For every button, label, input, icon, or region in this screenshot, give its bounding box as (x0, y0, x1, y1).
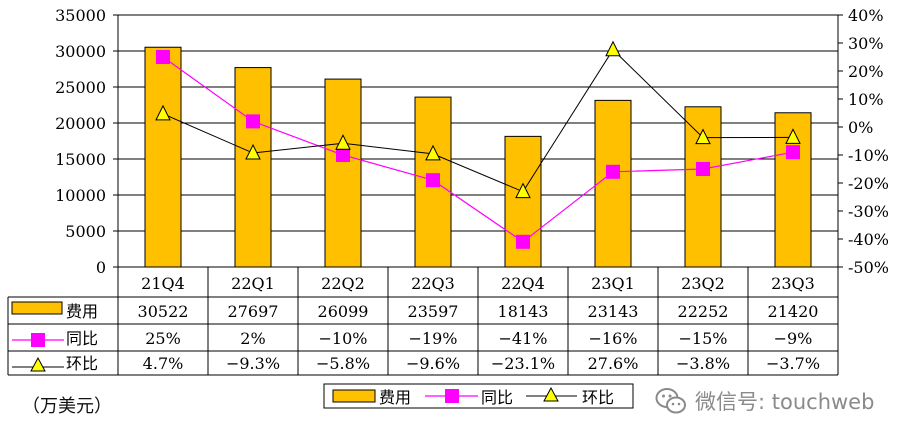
y2-tick-label: -20% (848, 174, 889, 193)
x-tick-label: 22Q1 (231, 274, 275, 293)
data-label: −3.7% (766, 354, 820, 373)
data-label: 4.7% (143, 354, 184, 373)
qoq-point (335, 134, 351, 150)
data-label: 27.6% (588, 354, 639, 373)
table-key-marker (30, 356, 46, 372)
data-label: 27697 (228, 302, 279, 321)
y2-tick-label: -30% (848, 202, 889, 221)
x-tick-label: 22Q3 (411, 274, 455, 293)
qoq-point (425, 144, 441, 161)
qoq-point (605, 40, 621, 57)
qoq-point (695, 128, 711, 145)
legend-label: 费用 (379, 388, 411, 407)
y-tick-label: 5000 (65, 222, 106, 241)
y-tick-label: 25000 (55, 78, 106, 97)
yoy-point (156, 50, 170, 64)
yoy-point (246, 114, 260, 129)
yoy-point (426, 173, 440, 188)
watermark-text: 微信号: touchweb (695, 390, 875, 414)
yoy-line (162, 56, 794, 243)
legend-label: 环比 (582, 388, 614, 407)
table-row-label: 费用 (66, 302, 98, 321)
y-tick-label: 15000 (55, 150, 106, 169)
y-tick-label: 10000 (55, 186, 106, 205)
y2-tick-label: 10% (848, 90, 884, 109)
bar (234, 67, 272, 268)
qoq-point (245, 143, 261, 160)
unit-label: （万美元） (22, 396, 112, 417)
data-label: −3.8% (676, 354, 730, 373)
y-tick-label: 20000 (55, 114, 106, 133)
data-label: −23.1% (491, 354, 555, 373)
table-key-marker (31, 333, 45, 347)
data-label: −41% (499, 329, 548, 348)
data-label: −10% (319, 329, 368, 348)
legend-key-marker (445, 389, 459, 403)
data-label: −9% (774, 329, 813, 348)
y-tick-label: 35000 (55, 6, 106, 25)
x-tick-label: 22Q4 (501, 274, 545, 293)
y-tick-label: 30000 (55, 42, 106, 61)
legend-label: 同比 (481, 388, 513, 407)
yoy-point (696, 162, 710, 176)
y2-tick-label: -50% (848, 258, 889, 277)
bar (144, 46, 182, 268)
bar (324, 78, 362, 268)
data-label: 21420 (768, 302, 819, 321)
y-tick-label: 0 (96, 258, 106, 277)
data-label: 22252 (678, 302, 729, 321)
data-label: 23143 (588, 302, 639, 321)
qoq-line (162, 48, 794, 193)
table-row-label: 环比 (66, 354, 98, 373)
y2-tick-label: 0% (848, 118, 873, 137)
data-label: −16% (589, 329, 638, 348)
legend-key-bar (332, 389, 376, 403)
legend-key-marker (543, 386, 559, 402)
x-tick-label: 23Q3 (771, 274, 815, 293)
table-row-label: 同比 (66, 329, 98, 348)
x-tick-label: 22Q2 (321, 274, 365, 293)
data-label: 26099 (318, 302, 369, 321)
qoq-point (155, 104, 171, 121)
y2-tick-label: 20% (848, 62, 884, 81)
data-label: −19% (409, 329, 458, 348)
yoy-point (606, 164, 620, 179)
y2-tick-label: 40% (848, 6, 884, 25)
data-label: 25% (145, 329, 181, 348)
data-label: −9.6% (406, 354, 460, 373)
x-tick-label: 23Q2 (681, 274, 725, 293)
wechat-icon (655, 388, 686, 414)
bar (594, 99, 632, 268)
data-label: 2% (240, 329, 265, 348)
y2-tick-label: 30% (848, 34, 884, 53)
data-label: −5.8% (316, 354, 370, 373)
y2-tick-label: -10% (848, 146, 889, 165)
data-label: 30522 (138, 302, 189, 321)
data-label: −15% (679, 329, 728, 348)
data-label: −9.3% (226, 354, 280, 373)
data-label: 23597 (408, 302, 459, 321)
table-key-bar (11, 301, 63, 315)
yoy-point (336, 148, 350, 162)
data-label: 18143 (498, 302, 549, 321)
yoy-point (786, 145, 800, 160)
x-tick-label: 21Q4 (141, 274, 185, 293)
qoq-point (515, 182, 531, 199)
y2-tick-label: -40% (848, 230, 889, 249)
x-tick-label: 23Q1 (591, 274, 635, 293)
yoy-point (516, 234, 530, 249)
qoq-point (785, 128, 801, 144)
watermark: 微信号: touchweb (655, 383, 895, 419)
